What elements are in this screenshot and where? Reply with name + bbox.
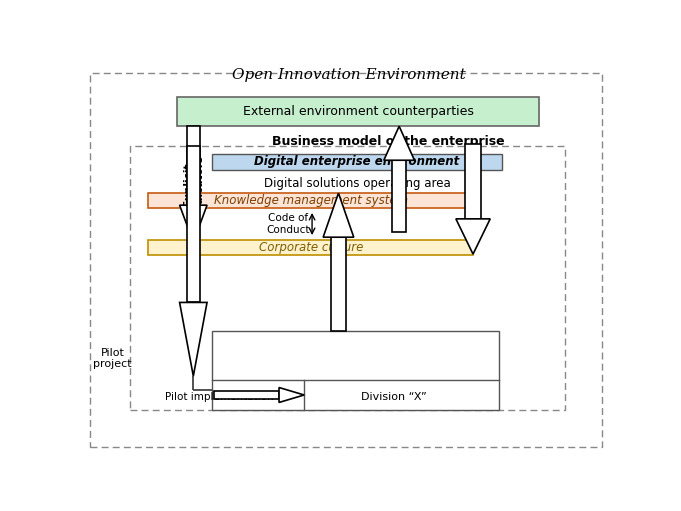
Polygon shape [279, 387, 304, 403]
Bar [187, 146, 200, 303]
Text: External environment counterparties: External environment counterparties [243, 105, 474, 118]
Text: Pilot implementation: Pilot implementation [165, 391, 274, 402]
Text: Business model of the enterprise: Business model of the enterprise [272, 135, 505, 149]
Bar [465, 144, 481, 219]
Polygon shape [384, 126, 415, 160]
Text: Division “X”: Division “X” [361, 391, 427, 402]
Text: Digital solutions operating area: Digital solutions operating area [264, 177, 450, 190]
Text: Rethinking the business concept: Rethinking the business concept [189, 181, 198, 341]
Text: Digital talents: Digital talents [468, 157, 478, 241]
Bar [212, 331, 499, 409]
Bar [178, 97, 539, 126]
Bar [130, 146, 565, 409]
Text: Result and integration: Result and integration [334, 207, 343, 316]
Bar [148, 193, 473, 208]
Text: Knowledge management system: Knowledge management system [214, 194, 408, 207]
Text: Crowdsourcing: Crowdsourcing [394, 141, 404, 218]
Bar [215, 391, 279, 399]
Bar [212, 154, 502, 170]
Bar [392, 160, 407, 233]
Text: Code of
Conduct: Code of Conduct [266, 213, 310, 235]
Text: Pilot
project: Pilot project [93, 347, 132, 369]
Text: Digital enterprise environment: Digital enterprise environment [254, 155, 460, 168]
Text: Explicit
indicators: Explicit indicators [183, 155, 204, 214]
Polygon shape [323, 193, 353, 237]
Bar [148, 240, 473, 255]
Text: Open Innovation Environment: Open Innovation Environment [232, 68, 466, 82]
Bar [331, 237, 346, 331]
Bar [187, 126, 200, 205]
Text: Corporate culture: Corporate culture [259, 241, 363, 254]
Polygon shape [180, 303, 207, 376]
Polygon shape [456, 219, 490, 254]
Polygon shape [180, 205, 207, 242]
